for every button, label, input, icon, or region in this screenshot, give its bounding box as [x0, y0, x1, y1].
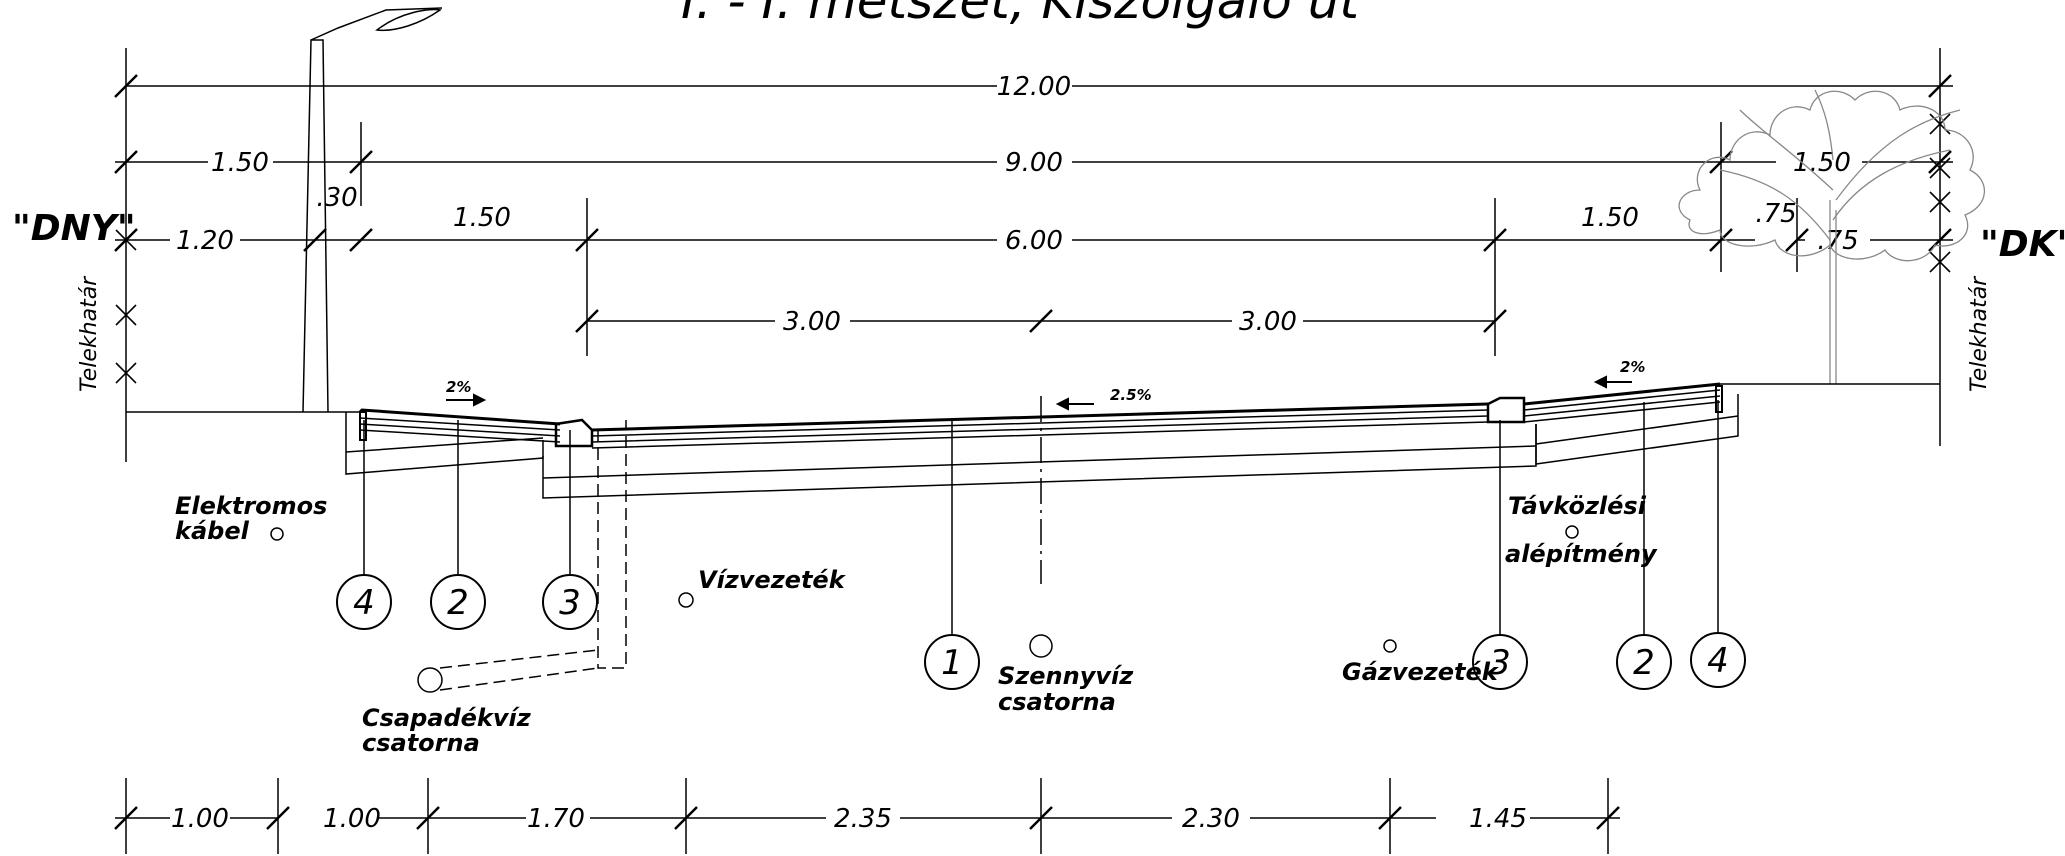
dimension-bottom-1: 1.00 [171, 804, 229, 834]
layer-marker-3-right [1472, 634, 1528, 690]
layer-markers [336, 574, 1746, 690]
boundary-label-right: Telekhatár [1967, 275, 1992, 392]
sewer-label-line1: Szennyvíz [998, 662, 1134, 690]
side-label-left: "DNY" [12, 208, 136, 249]
ground-lines [126, 383, 1940, 413]
utility-pipes [270, 525, 1579, 693]
electric-label-line1: Elektromos [175, 492, 327, 520]
dimension-row-bottom: 1.00 1.00 1.70 2.35 2.30 1.45 [113, 778, 1621, 854]
slope-arrows [446, 375, 1632, 411]
marker-leaders [363, 400, 1719, 636]
slope-right: 2% [1620, 358, 1645, 376]
sewer-symbol [1029, 634, 1053, 658]
sewer-label-line2: csatorna [998, 688, 1116, 716]
slope-left: 2% [446, 378, 471, 396]
electric-cable-symbol [270, 527, 284, 541]
dimension-row-2: 1.50 9.00 1.50 [113, 148, 1953, 178]
dimension-row3-sidewalk-left: 1.50 [453, 203, 511, 233]
road-cross-section [345, 382, 1739, 499]
dimension-row4-right: 3.00 [1239, 307, 1297, 337]
layer-marker-1 [924, 634, 980, 690]
gas-label: Gázvezeték [1342, 658, 1500, 686]
layer-number-3-left: 3 [559, 583, 581, 623]
dimension-row3-verge-b: .75 [1817, 226, 1858, 256]
layer-number-1: 1 [941, 643, 963, 683]
dimension-row3-boundary: 1.20 [176, 226, 234, 256]
layer-number-2-left: 2 [447, 583, 469, 623]
dimension-row4-left: 3.00 [783, 307, 841, 337]
storm-label-line2: csatorna [362, 729, 480, 757]
layer-number-4-right: 4 [1707, 641, 1729, 681]
storm-sewer-symbol [417, 667, 443, 693]
dimension-row3-verge-a: .75 [1755, 199, 1796, 229]
dimension-bottom-5: 2.30 [1182, 804, 1240, 834]
dimension-row3-sidewalk-right: 1.50 [1581, 203, 1639, 233]
water-pipe-symbol [678, 592, 694, 608]
side-label-right: "DK" [1980, 224, 2065, 265]
water-label: Vízvezeték [698, 566, 847, 594]
dimension-bottom-4: 2.35 [834, 804, 892, 834]
section-title: I. - I. metszet, Kiszolgáló út [681, 0, 1361, 30]
dimension-row2-center: 9.00 [1005, 148, 1063, 178]
telecom-label-line1: Távközlési [1508, 492, 1647, 520]
telecom-label-line2: alépítmény [1505, 540, 1658, 568]
dimension-total: 12.00 [997, 72, 1071, 102]
slope-center: 2.5% [1110, 386, 1152, 404]
layer-number-3-right: 3 [1489, 643, 1511, 683]
dimension-bottom-3: 1.70 [527, 804, 585, 834]
dimension-row2-left: 1.50 [211, 148, 269, 178]
layer-number-2-right: 2 [1633, 643, 1655, 683]
dimension-bottom-2: 1.00 [323, 804, 381, 834]
dimension-row-total: 12.00 [113, 72, 1953, 102]
telecom-duct-symbol [1565, 525, 1579, 539]
boundary-label-left: Telekhatár [77, 275, 102, 392]
dimension-row3-carriageway: 6.00 [1005, 226, 1063, 256]
dimension-bottom-6: 1.45 [1469, 804, 1527, 834]
layer-marker-2-right [1616, 634, 1672, 690]
gas-pipe-symbol [1383, 639, 1397, 653]
dimension-row-3: .30 1.20 1.50 6.00 1.50 .75 .75 [113, 183, 1953, 256]
storm-drain [439, 420, 627, 691]
storm-label-line1: Csapadékvíz [362, 704, 532, 732]
dimension-row-4: 3.00 3.00 [574, 307, 1508, 337]
layer-marker-4-left [336, 574, 392, 630]
layer-number-4-left: 4 [353, 583, 375, 623]
layer-marker-4-right [1690, 632, 1746, 688]
boundary-lines [125, 48, 1941, 462]
layer-marker-3-left [542, 574, 598, 630]
layer-marker-2-left [430, 574, 486, 630]
electric-label-line2: kábel [175, 517, 250, 545]
tree [1678, 89, 1986, 384]
lamp-post [302, 7, 443, 413]
dimension-pole-offset: .30 [316, 183, 357, 213]
